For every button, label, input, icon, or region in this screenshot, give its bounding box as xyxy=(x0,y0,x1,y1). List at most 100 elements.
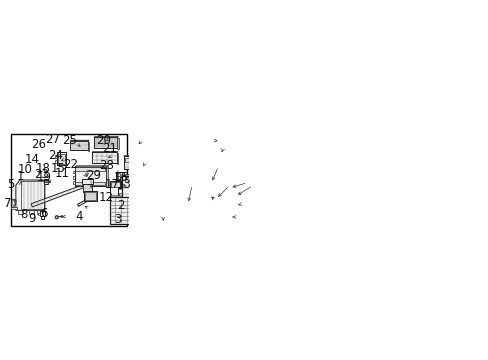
Bar xyxy=(29,210,34,213)
Bar xyxy=(139,158,144,162)
Bar xyxy=(226,177,235,200)
Bar xyxy=(134,177,141,181)
Text: 11: 11 xyxy=(55,167,70,180)
Bar xyxy=(84,192,96,200)
Bar xyxy=(152,177,159,181)
Text: 8: 8 xyxy=(20,207,27,221)
Bar xyxy=(217,152,227,168)
Bar xyxy=(11,207,17,209)
Polygon shape xyxy=(203,188,222,202)
Circle shape xyxy=(228,216,230,218)
Bar xyxy=(125,177,132,181)
Bar xyxy=(44,180,48,184)
Bar xyxy=(81,180,82,183)
Text: 24: 24 xyxy=(48,149,62,162)
Text: 6: 6 xyxy=(40,207,47,220)
Bar xyxy=(117,153,118,164)
Text: 14: 14 xyxy=(24,153,40,166)
Bar xyxy=(122,176,169,215)
Bar xyxy=(123,156,146,169)
Text: 28: 28 xyxy=(99,159,114,172)
Bar xyxy=(146,157,147,170)
Bar xyxy=(235,193,237,196)
Bar xyxy=(161,177,168,181)
Bar xyxy=(143,177,150,181)
Bar xyxy=(169,198,170,225)
Text: 23: 23 xyxy=(34,168,49,181)
Bar xyxy=(92,180,94,183)
Polygon shape xyxy=(115,172,123,183)
Bar xyxy=(217,152,226,159)
Text: 20: 20 xyxy=(96,134,111,147)
Bar xyxy=(75,181,105,185)
Polygon shape xyxy=(75,166,107,167)
Bar xyxy=(37,210,41,213)
Bar xyxy=(81,179,93,184)
Bar xyxy=(227,162,229,165)
Bar xyxy=(11,134,126,226)
Bar xyxy=(124,158,130,162)
Bar xyxy=(55,155,57,158)
Bar xyxy=(40,211,45,216)
Bar xyxy=(207,181,213,186)
Polygon shape xyxy=(70,140,89,141)
Text: 13: 13 xyxy=(116,179,131,192)
Text: 29: 29 xyxy=(86,169,102,182)
Bar xyxy=(84,191,97,201)
Polygon shape xyxy=(122,175,171,176)
Text: 10: 10 xyxy=(18,163,33,176)
Polygon shape xyxy=(16,180,45,210)
Bar xyxy=(235,186,237,190)
Bar xyxy=(55,160,57,163)
Bar xyxy=(119,193,122,198)
Bar xyxy=(57,152,66,166)
Bar xyxy=(75,167,105,186)
Text: 5: 5 xyxy=(7,178,14,191)
Bar xyxy=(111,182,120,187)
Bar xyxy=(105,171,107,174)
Bar xyxy=(83,184,91,192)
Bar xyxy=(217,160,226,167)
Text: 17: 17 xyxy=(104,179,119,192)
Polygon shape xyxy=(109,196,170,197)
Bar xyxy=(58,154,65,164)
Bar xyxy=(105,181,107,184)
Text: 16: 16 xyxy=(113,171,128,184)
Bar xyxy=(216,140,222,145)
Text: 25: 25 xyxy=(62,134,77,147)
Text: 7: 7 xyxy=(4,197,11,210)
Polygon shape xyxy=(224,204,226,223)
Bar xyxy=(73,176,75,179)
Bar xyxy=(19,210,23,213)
Bar xyxy=(73,181,75,184)
Bar xyxy=(222,141,226,143)
Bar xyxy=(38,213,41,215)
Polygon shape xyxy=(31,181,94,207)
Text: 4: 4 xyxy=(75,210,82,223)
Text: 26: 26 xyxy=(31,138,46,150)
Bar xyxy=(75,167,105,171)
Bar xyxy=(132,158,138,162)
Text: 18: 18 xyxy=(35,162,50,175)
Bar xyxy=(88,142,89,151)
Bar xyxy=(92,152,117,163)
Bar xyxy=(105,168,107,187)
Bar xyxy=(227,154,229,157)
Text: 19: 19 xyxy=(37,171,52,184)
Text: 21: 21 xyxy=(102,142,117,155)
Bar xyxy=(70,141,88,150)
Polygon shape xyxy=(12,200,16,208)
Text: 2: 2 xyxy=(117,199,124,212)
Text: 1: 1 xyxy=(16,170,24,183)
Text: 12: 12 xyxy=(98,191,113,204)
Bar xyxy=(94,137,117,148)
Text: 9: 9 xyxy=(28,212,36,225)
Bar xyxy=(119,202,122,208)
Bar xyxy=(105,176,107,179)
Bar xyxy=(109,197,169,224)
Text: 3: 3 xyxy=(114,213,122,226)
Polygon shape xyxy=(78,198,90,206)
Bar xyxy=(208,182,212,185)
Bar xyxy=(235,180,237,183)
Bar xyxy=(73,171,75,174)
